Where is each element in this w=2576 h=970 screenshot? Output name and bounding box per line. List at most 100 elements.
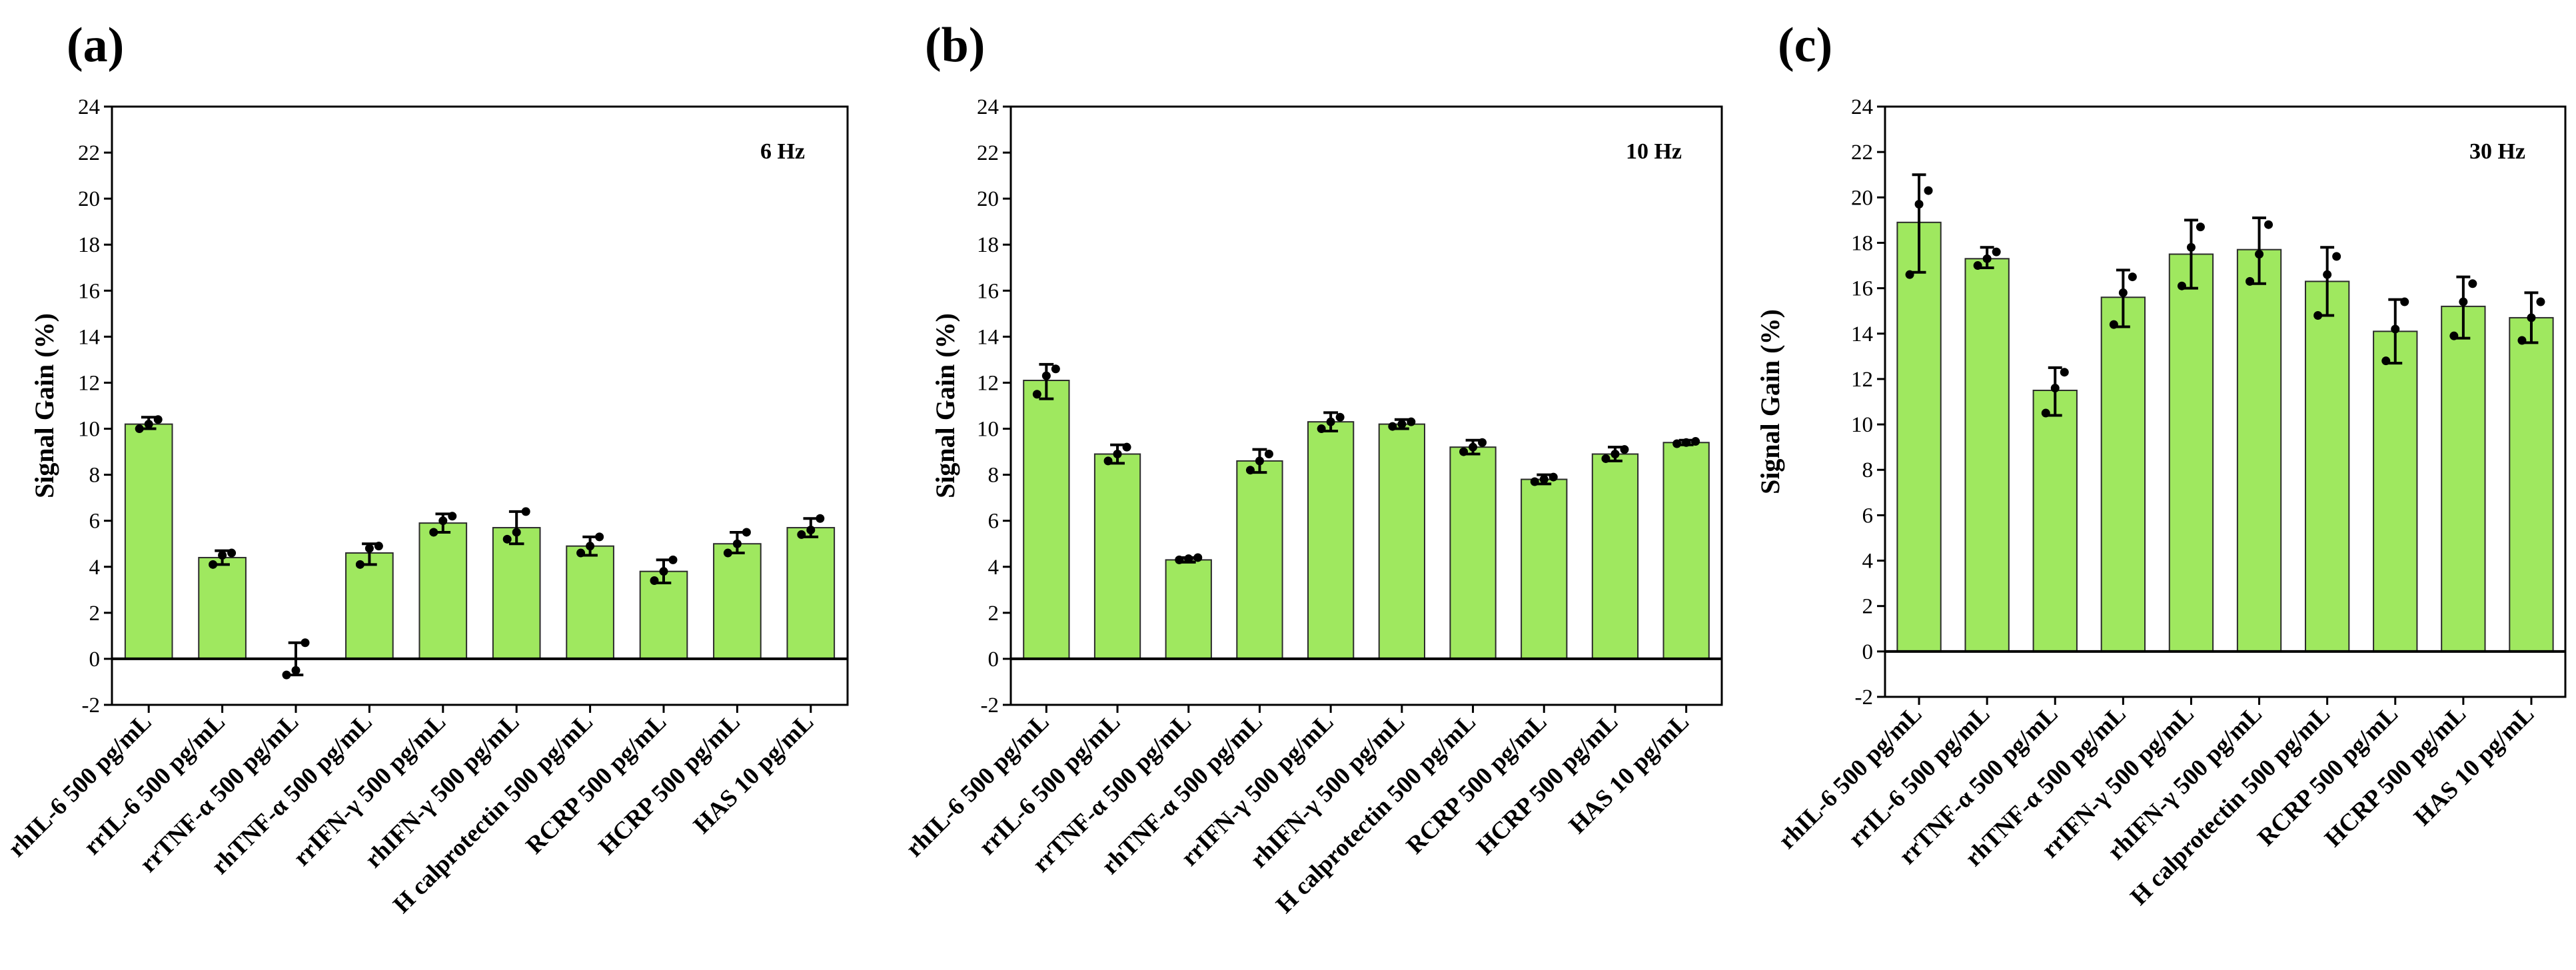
data-point [282, 670, 291, 680]
data-point [1905, 270, 1914, 279]
plot-frame [1884, 105, 2567, 698]
data-point [1982, 254, 1992, 263]
frequency-annotation: 30 Hz [2469, 139, 2525, 164]
data-point [1459, 447, 1469, 456]
data-point [448, 512, 457, 521]
data-point [1388, 422, 1397, 431]
data-point [595, 532, 604, 542]
data-point [2400, 297, 2409, 306]
bar [2509, 316, 2554, 652]
bar [639, 570, 688, 660]
data-point [2527, 313, 2536, 322]
data-point [1539, 475, 1549, 484]
data-point [1610, 450, 1620, 459]
data-point [1478, 438, 1487, 447]
y-tick-label: 20 [78, 187, 100, 211]
y-tick-label: 18 [977, 233, 999, 257]
plot-frame [1009, 105, 1723, 706]
data-point [1113, 450, 1122, 459]
bar [1896, 221, 1942, 652]
y-tick-label: 6 [1862, 504, 1874, 528]
data-point [1264, 450, 1273, 459]
data-point [797, 530, 806, 539]
bar [124, 423, 173, 660]
bar [1093, 453, 1141, 660]
y-axis-label: Signal Gain (%) [930, 313, 960, 498]
data-point [2050, 384, 2060, 393]
y-tick-label: 14 [977, 325, 999, 349]
data-point [209, 560, 218, 569]
data-point [816, 514, 825, 523]
y-tick-label: 14 [78, 325, 100, 349]
data-point [301, 638, 310, 648]
data-point [1549, 472, 1558, 482]
data-point [2128, 272, 2137, 282]
data-point [1255, 456, 1264, 466]
y-tick-label: 6 [89, 510, 101, 534]
y-tick-label: 20 [977, 187, 999, 211]
data-point [364, 544, 374, 553]
data-point [732, 539, 742, 548]
frequency-annotation: 6 Hz [760, 139, 805, 164]
bar [2373, 330, 2418, 652]
bar [418, 522, 468, 660]
panel-label: (b) [925, 18, 985, 73]
bar [1023, 380, 1070, 660]
bar [1449, 446, 1497, 660]
data-point [2118, 288, 2128, 297]
bar [1165, 559, 1212, 660]
data-point [1672, 439, 1682, 448]
data-point [723, 548, 732, 558]
bar [2236, 248, 2282, 652]
bar [345, 552, 394, 660]
y-tick-label: 16 [977, 279, 999, 303]
y-tick-label: 4 [89, 556, 101, 580]
y-tick-label: 16 [78, 279, 100, 303]
data-point [1469, 442, 1478, 452]
data-point [806, 526, 816, 535]
data-point [1103, 456, 1113, 466]
data-point [218, 551, 227, 560]
data-point [2177, 281, 2186, 290]
data-point [1691, 437, 1700, 446]
data-point [374, 542, 383, 551]
data-point [1051, 364, 1060, 374]
y-tick-label: 12 [1851, 368, 1873, 392]
data-point [742, 528, 751, 537]
data-point [586, 542, 595, 551]
data-point [438, 516, 448, 526]
bar [1378, 423, 1425, 660]
data-point [576, 548, 586, 558]
data-point [1973, 261, 1982, 270]
data-point [1245, 466, 1255, 475]
data-point [1122, 442, 1131, 452]
y-tick-label: -2 [1855, 686, 1874, 710]
data-point [2459, 297, 2468, 306]
data-point [1682, 438, 1691, 447]
y-tick-label: 0 [89, 648, 101, 672]
bar [566, 545, 614, 660]
bar [2168, 253, 2214, 652]
y-tick-label: 4 [1862, 550, 1874, 574]
data-point [2536, 297, 2545, 306]
bar [1964, 258, 2010, 652]
data-point [1317, 424, 1326, 434]
data-point [2517, 336, 2527, 345]
data-point [1992, 247, 2001, 256]
y-axis-label: Signal Gain (%) [29, 313, 59, 498]
x-tick-label: HAS 10 pg/mL [2409, 700, 2539, 831]
y-tick-label: -2 [82, 694, 101, 718]
bar [1236, 460, 1283, 660]
data-point [1397, 420, 1407, 429]
y-tick-label: 2 [89, 602, 101, 626]
y-tick-label: 8 [89, 464, 101, 488]
data-point [135, 424, 144, 434]
plot-frame [111, 105, 849, 706]
y-tick-label: 2 [1862, 595, 1874, 619]
y-tick-label: 20 [1851, 186, 1873, 210]
y-tick-label: 24 [1851, 95, 1873, 119]
y-tick-label: 10 [977, 418, 999, 442]
data-point [2041, 408, 2050, 418]
